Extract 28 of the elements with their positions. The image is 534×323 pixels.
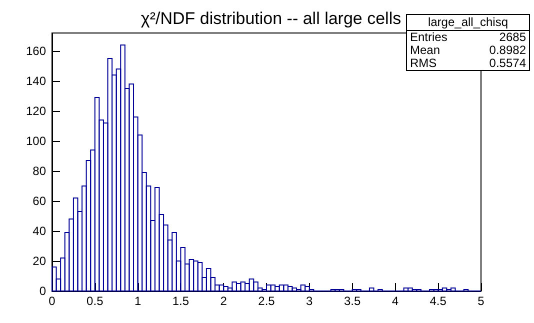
y-tick-label: 20 [32,254,46,268]
y-tick-label: 100 [26,134,46,148]
y-tick-label: 160 [26,44,46,58]
x-tick-label: 2 [220,294,228,308]
y-tick-label: 60 [32,194,46,208]
annotation: Mean [410,43,440,57]
x-tick-label: 4.5 [430,294,447,308]
x-tick-label: 1.5 [172,294,190,308]
y-tick-label: 140 [26,74,46,88]
text: 0.5574 [489,56,526,70]
x-tick-label: 5 [478,294,485,308]
text: large_all_chisq [407,15,529,31]
annotation: Entries [410,30,448,44]
x-tick-label: 0 [48,294,56,308]
y-tick-label: 80 [32,164,46,178]
y-tick-label: 0 [39,284,46,298]
text: 2685 [499,30,526,44]
x-tick-label: 3.5 [344,294,361,308]
annotation: RMS [410,56,437,70]
x-tick-label: 4 [392,294,399,308]
x-tick-label: 2.5 [258,294,276,308]
text: 0.8982 [489,43,526,57]
chart-title: χ²/NDF distribution -- all large cells [140,9,402,28]
x-tick-label: 0.5 [86,294,104,308]
x-tick-label: 3 [306,294,314,308]
y-tick-label: 40 [32,224,46,238]
y-tick-label: 120 [26,104,46,118]
x-tick-label: 1 [134,294,142,308]
